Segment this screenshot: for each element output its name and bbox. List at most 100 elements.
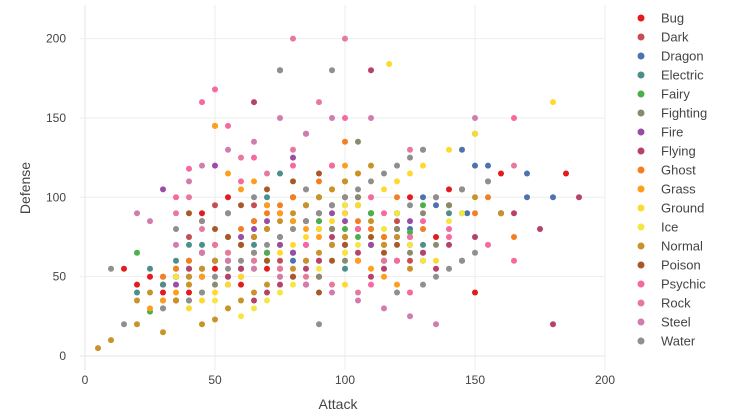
data-point[interactable] xyxy=(368,265,374,272)
data-point[interactable] xyxy=(290,154,296,161)
data-point[interactable] xyxy=(342,218,348,225)
data-point[interactable] xyxy=(277,170,283,177)
data-point[interactable] xyxy=(303,234,309,240)
data-point[interactable] xyxy=(199,273,205,280)
data-point[interactable] xyxy=(329,67,335,74)
data-point[interactable] xyxy=(251,178,257,185)
data-point[interactable] xyxy=(238,178,244,185)
data-point[interactable] xyxy=(290,257,296,264)
data-point[interactable] xyxy=(511,234,517,240)
legend-item-electric[interactable]: Electric xyxy=(637,68,705,83)
data-point[interactable] xyxy=(407,170,413,177)
data-point[interactable] xyxy=(160,305,166,312)
data-point[interactable] xyxy=(394,281,400,288)
data-point[interactable] xyxy=(381,226,387,232)
data-point[interactable] xyxy=(290,273,296,280)
data-point[interactable] xyxy=(329,115,335,121)
data-point[interactable] xyxy=(407,265,413,272)
legend-item-grass[interactable]: Grass xyxy=(637,182,697,197)
data-point[interactable] xyxy=(199,162,205,169)
legend-item-poison[interactable]: Poison xyxy=(637,258,701,273)
data-point[interactable] xyxy=(303,186,309,193)
data-point[interactable] xyxy=(212,257,218,264)
data-point[interactable] xyxy=(368,218,374,225)
data-point[interactable] xyxy=(316,289,322,296)
legend-item-ground[interactable]: Ground xyxy=(637,201,705,216)
data-point[interactable] xyxy=(238,226,244,232)
data-point[interactable] xyxy=(342,281,348,288)
data-point[interactable] xyxy=(186,273,192,280)
data-point[interactable] xyxy=(329,202,335,209)
data-point[interactable] xyxy=(212,265,218,272)
data-point[interactable] xyxy=(386,61,393,67)
data-point[interactable] xyxy=(459,186,465,193)
data-point[interactable] xyxy=(264,289,270,296)
data-point[interactable] xyxy=(264,281,270,288)
data-point[interactable] xyxy=(433,194,439,201)
data-point[interactable] xyxy=(277,234,283,240)
data-point[interactable] xyxy=(368,162,374,169)
data-point[interactable] xyxy=(433,273,439,280)
data-point[interactable] xyxy=(186,289,192,296)
data-point[interactable] xyxy=(316,273,322,280)
data-point[interactable] xyxy=(173,241,179,248)
data-point[interactable] xyxy=(316,234,322,240)
data-point[interactable] xyxy=(251,99,257,106)
data-point[interactable] xyxy=(485,194,491,201)
data-point[interactable] xyxy=(225,194,231,201)
data-point[interactable] xyxy=(264,186,270,193)
data-point[interactable] xyxy=(277,202,283,209)
data-point[interactable] xyxy=(199,297,205,304)
data-point[interactable] xyxy=(225,146,231,153)
data-point[interactable] xyxy=(472,234,478,240)
data-point[interactable] xyxy=(368,67,374,74)
data-point[interactable] xyxy=(342,234,348,240)
data-point[interactable] xyxy=(225,249,231,256)
data-point[interactable] xyxy=(316,226,322,232)
data-point[interactable] xyxy=(446,241,452,248)
data-point[interactable] xyxy=(290,162,296,169)
data-point[interactable] xyxy=(199,210,205,217)
data-point[interactable] xyxy=(446,186,452,193)
data-point[interactable] xyxy=(355,297,361,304)
data-point[interactable] xyxy=(290,35,296,42)
data-point[interactable] xyxy=(225,234,231,240)
data-point[interactable] xyxy=(472,249,478,256)
data-point[interactable] xyxy=(355,194,361,201)
data-point[interactable] xyxy=(329,281,335,288)
data-point[interactable] xyxy=(342,226,348,232)
data-point[interactable] xyxy=(472,162,478,169)
data-point[interactable] xyxy=(485,241,491,248)
data-point[interactable] xyxy=(95,345,101,352)
data-point[interactable] xyxy=(550,321,556,328)
data-point[interactable] xyxy=(368,281,374,288)
legend-item-water[interactable]: Water xyxy=(637,334,696,349)
legend-item-dragon[interactable]: Dragon xyxy=(637,49,704,64)
data-point[interactable] xyxy=(303,202,309,209)
data-point[interactable] xyxy=(355,202,361,209)
data-point[interactable] xyxy=(277,67,283,74)
data-point[interactable] xyxy=(212,297,218,304)
data-point[interactable] xyxy=(316,265,322,272)
data-point[interactable] xyxy=(238,313,244,320)
data-point[interactable] xyxy=(160,289,166,296)
data-point[interactable] xyxy=(446,234,452,240)
legend-item-flying[interactable]: Flying xyxy=(637,144,696,159)
data-point[interactable] xyxy=(407,249,413,256)
data-point[interactable] xyxy=(251,257,257,264)
data-point[interactable] xyxy=(342,162,348,169)
data-point[interactable] xyxy=(355,289,361,296)
data-point[interactable] xyxy=(264,218,270,225)
data-point[interactable] xyxy=(264,297,270,304)
data-point[interactable] xyxy=(199,265,205,272)
data-point[interactable] xyxy=(355,257,361,264)
data-point[interactable] xyxy=(511,115,517,121)
data-point[interactable] xyxy=(121,321,127,328)
data-point[interactable] xyxy=(199,241,205,248)
data-point[interactable] xyxy=(394,178,400,185)
data-point[interactable] xyxy=(199,289,205,296)
data-point[interactable] xyxy=(342,257,348,264)
data-point[interactable] xyxy=(303,265,309,272)
data-point[interactable] xyxy=(446,265,452,272)
data-point[interactable] xyxy=(381,265,387,272)
